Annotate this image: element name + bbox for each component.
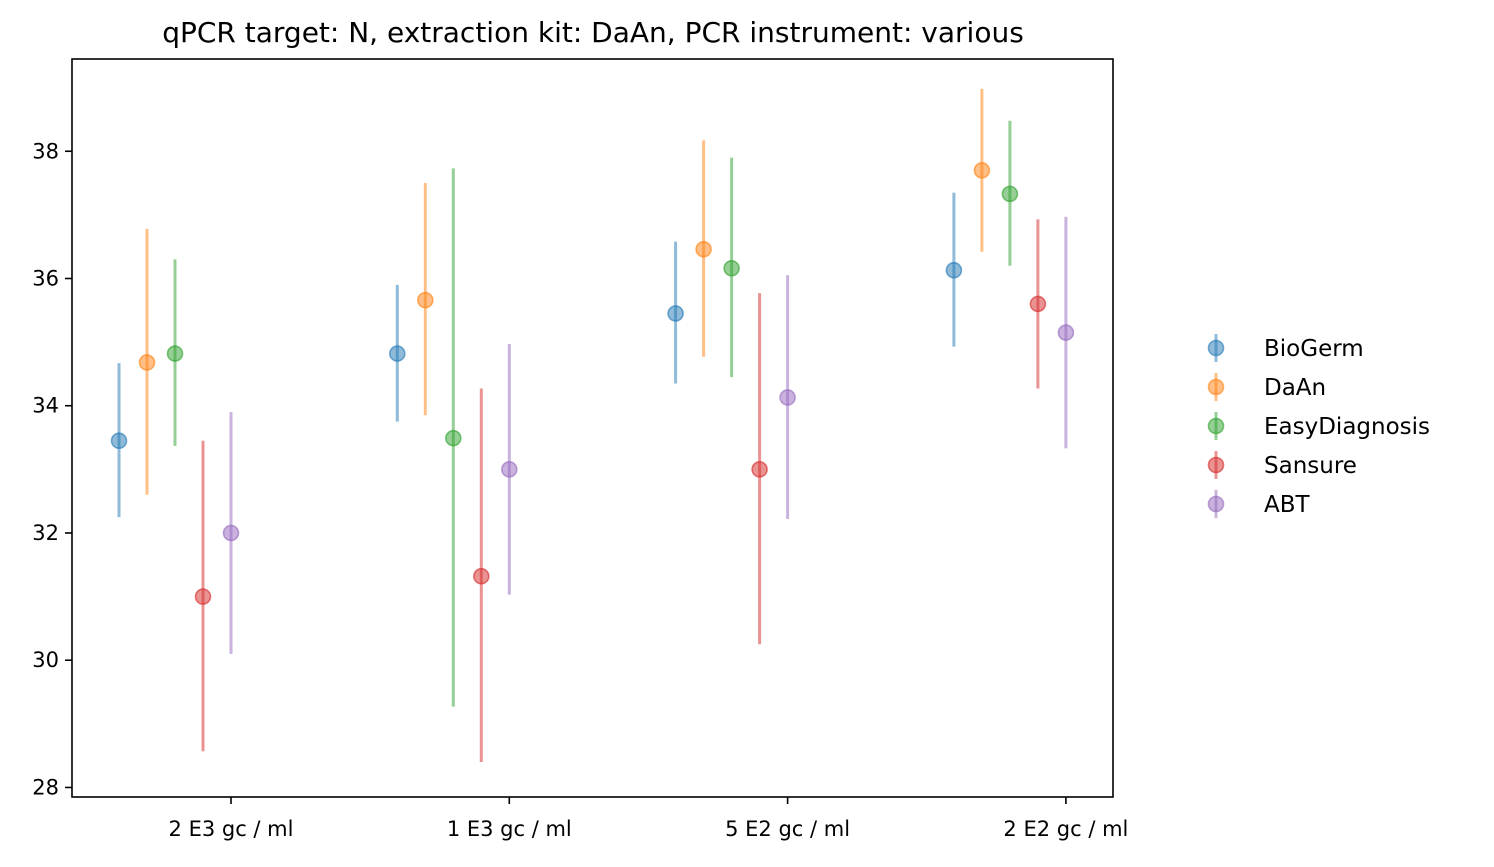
data-point xyxy=(388,345,406,362)
x-tick-label: 1 E3 gc / ml xyxy=(447,817,572,841)
data-point xyxy=(723,260,740,277)
legend-label: DaAn xyxy=(1264,375,1326,401)
legend-label: BioGerm xyxy=(1264,336,1364,362)
legend-item-sansure: Sansure xyxy=(1207,451,1357,479)
legend-marker xyxy=(1207,378,1225,396)
legend-label: ABT xyxy=(1264,492,1311,518)
x-tick-label: 2 E3 gc / ml xyxy=(169,817,294,841)
data-point xyxy=(1001,185,1019,203)
legend: BioGerm DaAn EasyDiagnosis Sansure ABT xyxy=(1207,334,1430,518)
legend-marker xyxy=(1207,417,1225,435)
legend-item-easydiagnosis: EasyDiagnosis xyxy=(1207,412,1430,440)
x-tick-label: 2 E2 gc / ml xyxy=(1003,817,1128,841)
data-point xyxy=(695,240,712,258)
series-easydiagnosis xyxy=(166,120,1019,707)
y-tick-label: 34 xyxy=(32,394,59,418)
data-point xyxy=(667,305,684,322)
data-point xyxy=(166,345,184,362)
data-point xyxy=(945,261,963,279)
axis-layer: 28 30 32 34 36 38 2 E3 gc / ml 1 E3 gc / ml 5 E2… xyxy=(32,139,1128,841)
data-point xyxy=(194,588,212,605)
data-point xyxy=(779,389,796,406)
series-daan xyxy=(138,88,991,495)
series-biogerm xyxy=(110,192,963,518)
y-tick-label: 32 xyxy=(32,521,59,545)
legend-label: Sansure xyxy=(1264,453,1357,479)
plot-frame xyxy=(71,58,1114,798)
data-point xyxy=(416,291,434,309)
data-point xyxy=(1029,295,1047,313)
legend-item-daan: DaAn xyxy=(1207,373,1326,401)
series-abt xyxy=(222,216,1075,654)
data-point xyxy=(444,429,462,447)
data-point xyxy=(222,524,240,542)
legend-label: EasyDiagnosis xyxy=(1264,414,1430,440)
y-tick-label: 28 xyxy=(32,775,59,799)
legend-marker xyxy=(1207,456,1225,474)
legend-item-biogerm: BioGerm xyxy=(1207,334,1364,362)
data-point xyxy=(110,432,128,450)
data-point xyxy=(1057,324,1075,341)
y-tick-label: 38 xyxy=(32,139,59,163)
x-tick-label: 5 E2 gc / ml xyxy=(725,817,850,841)
legend-marker xyxy=(1207,339,1225,357)
legend-marker xyxy=(1207,495,1225,513)
y-tick-label: 30 xyxy=(32,648,59,672)
series-layer xyxy=(110,88,1075,763)
legend-item-abt: ABT xyxy=(1207,490,1311,518)
series-sansure xyxy=(194,219,1047,763)
data-point xyxy=(500,461,518,478)
y-tick-label: 36 xyxy=(32,266,59,290)
data-point xyxy=(472,567,490,585)
data-point xyxy=(973,162,991,179)
chart-title: qPCR target: N, extraction kit: DaAn, PC… xyxy=(162,16,1024,49)
data-point xyxy=(751,461,768,478)
data-point xyxy=(138,354,156,371)
